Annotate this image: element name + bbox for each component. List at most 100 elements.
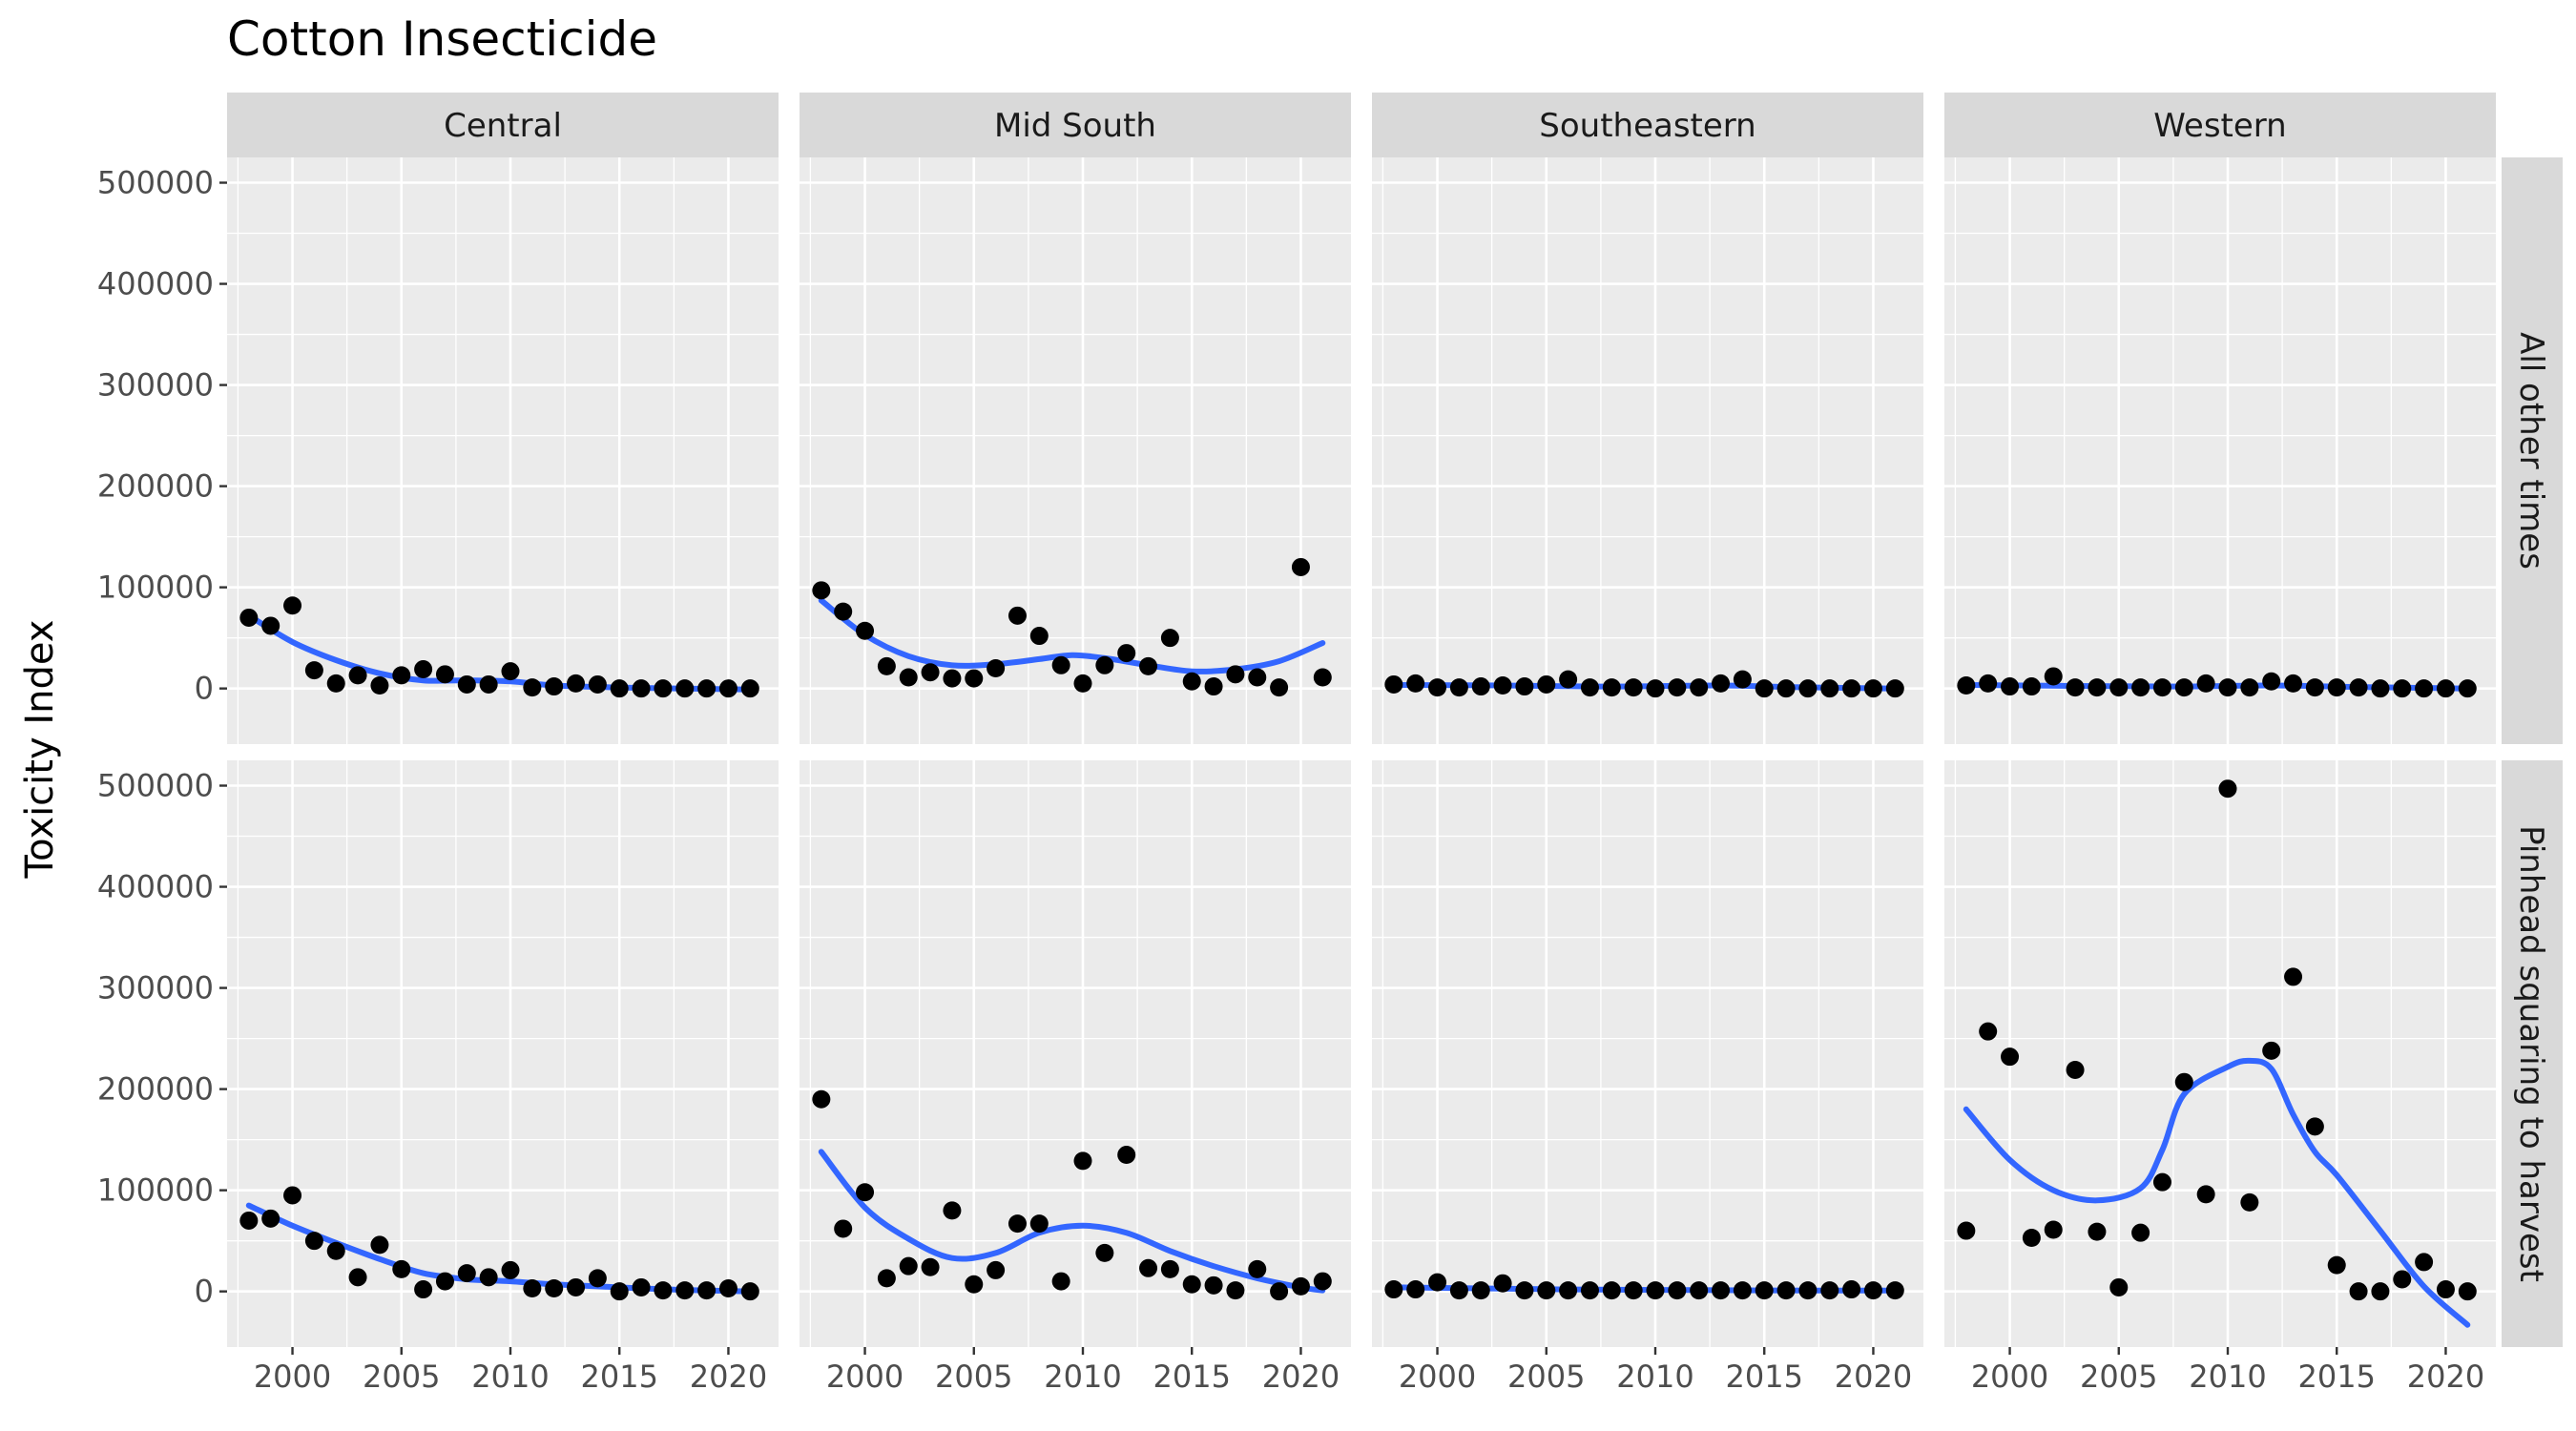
data-point-southeastern-2009 — [1624, 1281, 1643, 1300]
data-point-mid-south-2002 — [899, 668, 918, 687]
x-tick-label: 2020 — [1835, 1358, 1912, 1395]
data-point-mid-south-1998 — [812, 581, 831, 600]
data-point-western-2017 — [2371, 679, 2390, 698]
data-point-central-2016 — [632, 1277, 651, 1296]
data-point-central-2011 — [523, 678, 542, 697]
data-point-western-2000 — [2001, 677, 2020, 696]
data-point-western-2013 — [2284, 674, 2303, 693]
data-point-southeastern-2006 — [1559, 1281, 1578, 1300]
data-point-southeastern-2000 — [1428, 1273, 1447, 1292]
data-point-western-2019 — [2415, 1253, 2434, 1272]
data-point-mid-south-2017 — [1226, 1281, 1245, 1300]
data-point-mid-south-2020 — [1291, 1276, 1310, 1296]
chart-title: Cotton Insecticide — [227, 11, 657, 67]
data-point-mid-south-2010 — [1073, 674, 1092, 693]
y-tick-label: 200000 — [97, 1071, 214, 1108]
y-tick-label: 500000 — [97, 768, 214, 804]
smooth-line-pinhead-squaring-to-harvest-mid-south — [818, 1149, 1326, 1294]
data-point-western-2005 — [2109, 678, 2129, 697]
data-point-central-2015 — [610, 1282, 629, 1301]
data-point-central-2001 — [304, 1232, 323, 1251]
data-point-western-2008 — [2174, 678, 2193, 697]
data-point-western-2019 — [2415, 679, 2434, 698]
x-tick-label: 2000 — [254, 1358, 331, 1395]
data-point-mid-south-2003 — [921, 1257, 940, 1276]
data-point-western-2010 — [2218, 779, 2237, 798]
smooth-line-pinhead-squaring-to-harvest-western — [1963, 1057, 2471, 1328]
data-point-western-2018 — [2393, 679, 2412, 698]
data-point-western-2004 — [2088, 1222, 2107, 1241]
data-point-western-2010 — [2218, 678, 2237, 697]
panel-background — [227, 157, 779, 744]
data-point-central-1999 — [261, 1209, 280, 1228]
data-point-western-2012 — [2262, 1041, 2281, 1060]
strip-southeastern-background — [1372, 93, 1923, 157]
data-point-southeastern-2012 — [1690, 1281, 1709, 1300]
data-point-mid-south-2006 — [987, 1260, 1006, 1279]
data-point-central-1998 — [239, 608, 259, 627]
data-point-southeastern-1999 — [1406, 1280, 1425, 1299]
x-tick-label: 2015 — [2298, 1358, 2376, 1395]
data-point-southeastern-2021 — [1885, 1281, 1904, 1300]
panel-pinhead-squaring-to-harvest-central — [227, 760, 779, 1347]
data-point-southeastern-2011 — [1668, 678, 1687, 697]
panel-background — [1372, 157, 1923, 744]
data-point-central-2018 — [675, 679, 695, 698]
data-point-western-2020 — [2436, 1280, 2455, 1299]
x-tick-label: 2000 — [826, 1358, 904, 1395]
data-point-central-2001 — [304, 661, 323, 680]
data-point-western-2015 — [2327, 678, 2346, 697]
data-point-southeastern-2013 — [1712, 1281, 1731, 1300]
data-point-southeastern-2008 — [1602, 678, 1621, 697]
data-point-central-2005 — [392, 1259, 411, 1278]
data-point-western-2007 — [2152, 678, 2171, 697]
panel-pinhead-squaring-to-harvest-mid-south — [800, 760, 1351, 1347]
data-point-western-1998 — [1957, 1221, 1976, 1240]
data-point-mid-south-2013 — [1139, 656, 1158, 675]
data-point-central-2003 — [348, 666, 367, 685]
data-point-southeastern-2000 — [1428, 678, 1447, 697]
data-point-mid-south-2009 — [1051, 655, 1070, 674]
data-point-western-2001 — [2022, 677, 2041, 696]
data-point-central-2008 — [457, 674, 476, 694]
data-point-mid-south-2014 — [1160, 629, 1179, 648]
data-point-western-2006 — [2131, 1223, 2150, 1242]
data-point-western-2014 — [2305, 678, 2324, 697]
data-point-central-2007 — [435, 1272, 454, 1291]
x-tick-label: 2015 — [1726, 1358, 1803, 1395]
data-point-central-2019 — [697, 1281, 717, 1300]
data-point-southeastern-2017 — [1798, 679, 1818, 698]
data-point-southeastern-2004 — [1515, 677, 1534, 696]
data-point-mid-south-2018 — [1248, 1259, 1267, 1278]
data-point-southeastern-2018 — [1820, 1281, 1839, 1300]
data-point-western-2021 — [2458, 679, 2477, 698]
data-point-mid-south-2011 — [1095, 655, 1114, 674]
data-point-mid-south-2021 — [1313, 1272, 1332, 1291]
data-point-mid-south-1999 — [834, 602, 853, 621]
data-point-western-2003 — [2066, 678, 2085, 697]
data-point-mid-south-1999 — [834, 1219, 853, 1238]
data-point-mid-south-2001 — [877, 656, 896, 675]
data-point-central-2016 — [632, 679, 651, 698]
data-point-western-2016 — [2349, 1282, 2368, 1301]
x-tick-label: 2010 — [471, 1358, 549, 1395]
data-point-western-1999 — [1979, 674, 1998, 693]
data-point-mid-south-2013 — [1139, 1258, 1158, 1277]
data-point-mid-south-2008 — [1029, 1214, 1049, 1234]
data-point-southeastern-2010 — [1646, 1281, 1665, 1300]
data-point-central-2013 — [567, 674, 586, 693]
panel-pinhead-squaring-to-harvest-western — [1944, 760, 2496, 1347]
data-point-western-2000 — [2001, 1047, 2020, 1067]
data-point-central-2009 — [479, 674, 498, 694]
data-point-southeastern-2019 — [1842, 1280, 1861, 1299]
data-point-western-2013 — [2284, 967, 2303, 986]
panel-all-other-times-western — [1944, 157, 2496, 744]
data-point-southeastern-2003 — [1493, 1274, 1512, 1293]
panel-pinhead-squaring-to-harvest-southeastern — [1372, 760, 1923, 1347]
x-tick-label: 2020 — [1262, 1358, 1340, 1395]
data-point-western-2009 — [2196, 1185, 2215, 1204]
data-point-central-2011 — [523, 1279, 542, 1297]
data-point-mid-south-2012 — [1117, 1146, 1136, 1165]
data-point-southeastern-2017 — [1798, 1281, 1818, 1300]
